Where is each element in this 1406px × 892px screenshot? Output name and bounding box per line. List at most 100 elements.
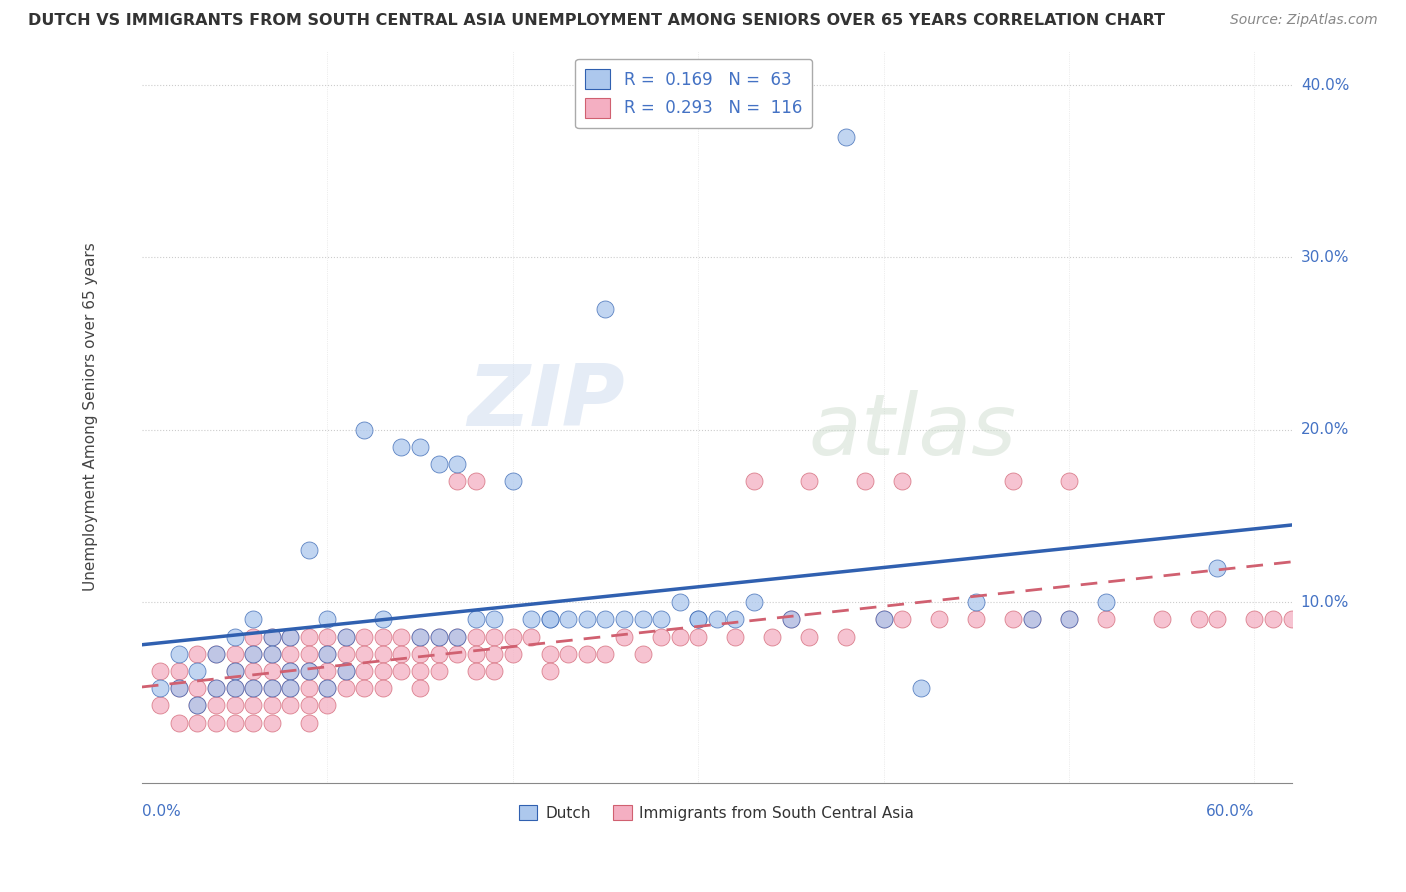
Point — [205, 681, 228, 696]
Point — [316, 647, 339, 661]
Point — [242, 647, 264, 661]
Point — [427, 457, 450, 471]
Point — [742, 475, 765, 489]
Text: Unemployment Among Seniors over 65 years: Unemployment Among Seniors over 65 years — [83, 243, 97, 591]
Point — [167, 715, 190, 730]
Point — [724, 612, 747, 626]
Point — [260, 715, 283, 730]
Point — [167, 681, 190, 696]
Point — [167, 681, 190, 696]
Point — [427, 630, 450, 644]
Point — [1261, 612, 1284, 626]
Point — [965, 595, 987, 609]
Point — [799, 475, 821, 489]
Point — [353, 423, 375, 437]
Point — [391, 664, 413, 678]
Text: Source: ZipAtlas.com: Source: ZipAtlas.com — [1230, 13, 1378, 28]
Point — [298, 543, 321, 558]
Point — [186, 715, 208, 730]
Point — [779, 612, 801, 626]
Point — [409, 440, 432, 454]
Point — [502, 630, 524, 644]
Point — [316, 647, 339, 661]
Point — [278, 647, 301, 661]
Point — [298, 715, 321, 730]
Point — [595, 302, 617, 317]
Point — [482, 647, 505, 661]
Point — [1002, 612, 1025, 626]
Point — [335, 681, 357, 696]
Point — [1057, 475, 1080, 489]
Text: 60.0%: 60.0% — [1206, 804, 1254, 819]
Point — [260, 630, 283, 644]
Point — [260, 698, 283, 713]
Text: ZIP: ZIP — [467, 360, 624, 443]
Text: 10.0%: 10.0% — [1301, 595, 1350, 609]
Point — [242, 630, 264, 644]
Point — [409, 664, 432, 678]
Point — [167, 664, 190, 678]
Point — [316, 664, 339, 678]
Point — [1002, 475, 1025, 489]
Point — [298, 664, 321, 678]
Point — [965, 612, 987, 626]
Point — [464, 612, 486, 626]
Point — [278, 664, 301, 678]
Point — [742, 595, 765, 609]
Point — [224, 681, 246, 696]
Point — [427, 664, 450, 678]
Point — [391, 647, 413, 661]
Point — [371, 630, 394, 644]
Point — [668, 595, 690, 609]
Point — [464, 647, 486, 661]
Point — [242, 681, 264, 696]
Point — [298, 681, 321, 696]
Point — [316, 698, 339, 713]
Point — [205, 715, 228, 730]
Point — [427, 647, 450, 661]
Point — [316, 681, 339, 696]
Point — [1188, 612, 1211, 626]
Point — [260, 664, 283, 678]
Point — [167, 647, 190, 661]
Point — [538, 612, 561, 626]
Point — [149, 698, 172, 713]
Point — [371, 647, 394, 661]
Point — [260, 630, 283, 644]
Point — [353, 647, 375, 661]
Point — [205, 647, 228, 661]
Point — [575, 647, 598, 661]
Point — [835, 129, 858, 144]
Point — [224, 647, 246, 661]
Point — [502, 647, 524, 661]
Point — [1206, 612, 1229, 626]
Point — [464, 630, 486, 644]
Point — [298, 647, 321, 661]
Point — [242, 647, 264, 661]
Point — [205, 698, 228, 713]
Point — [446, 647, 468, 661]
Point — [872, 612, 894, 626]
Point — [409, 681, 432, 696]
Point — [613, 612, 636, 626]
Point — [242, 698, 264, 713]
Point — [260, 647, 283, 661]
Point — [891, 612, 914, 626]
Point — [538, 647, 561, 661]
Text: 40.0%: 40.0% — [1301, 78, 1350, 93]
Point — [928, 612, 950, 626]
Point — [724, 630, 747, 644]
Point — [446, 630, 468, 644]
Point — [1021, 612, 1043, 626]
Point — [706, 612, 728, 626]
Text: atlas: atlas — [808, 390, 1017, 473]
Point — [298, 664, 321, 678]
Point — [186, 647, 208, 661]
Point — [650, 630, 672, 644]
Point — [1057, 612, 1080, 626]
Point — [464, 664, 486, 678]
Point — [149, 664, 172, 678]
Point — [224, 630, 246, 644]
Point — [260, 681, 283, 696]
Point — [595, 647, 617, 661]
